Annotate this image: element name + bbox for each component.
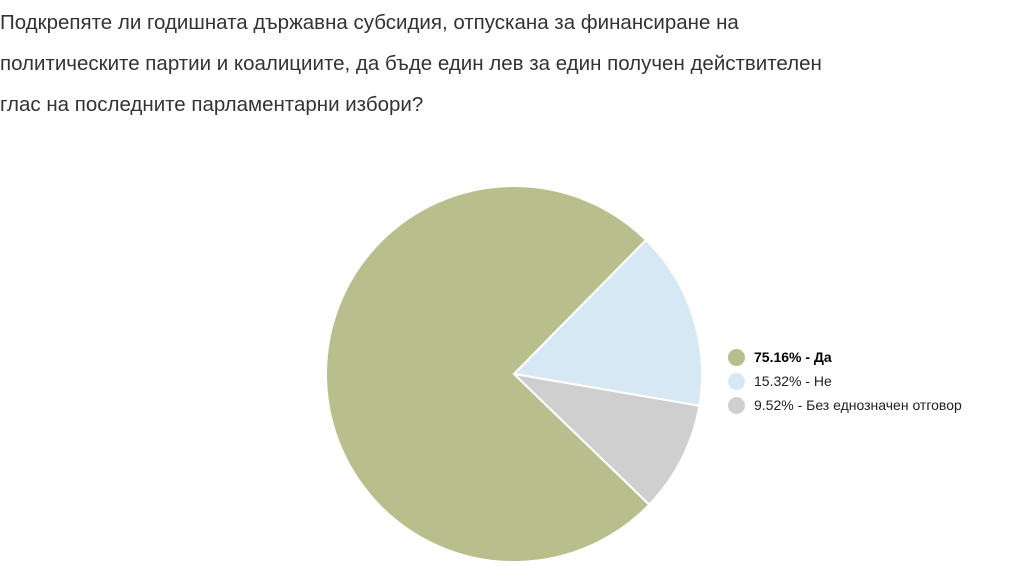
pie-slice-ne[interactable] (513, 239, 703, 407)
legend-swatch-no-answer (728, 396, 745, 414)
legend-label-no-answer: 9.52% - Без еднозначен отговор (754, 397, 962, 413)
legend-item-ne[interactable]: 15.32% - Не (728, 369, 962, 393)
question-line-1: Подкрепяте ли годишната държавна субсиди… (0, 11, 739, 34)
question-line-2: политическите партии и коалициите, да бъ… (0, 52, 822, 75)
pie-slice-no-answer[interactable] (513, 373, 701, 506)
legend-item-no-answer[interactable]: 9.52% - Без еднозначен отговор (728, 393, 962, 417)
legend-swatch-ne (728, 372, 745, 390)
legend-swatch-da (728, 348, 745, 366)
question-line-3: глас на последните парламентарни избори? (0, 93, 424, 116)
legend-label-da: 75.16% - Да (754, 349, 832, 365)
question-title: Подкрепяте ли годишната държавна субсиди… (0, 2, 1010, 125)
legend-item-da[interactable]: 75.16% - Да (728, 345, 962, 369)
legend-label-ne: 15.32% - Не (754, 373, 832, 389)
pie-slice-da[interactable] (325, 185, 651, 563)
chart-legend: 75.16% - Да 15.32% - Не 9.52% - Без едно… (728, 345, 962, 417)
